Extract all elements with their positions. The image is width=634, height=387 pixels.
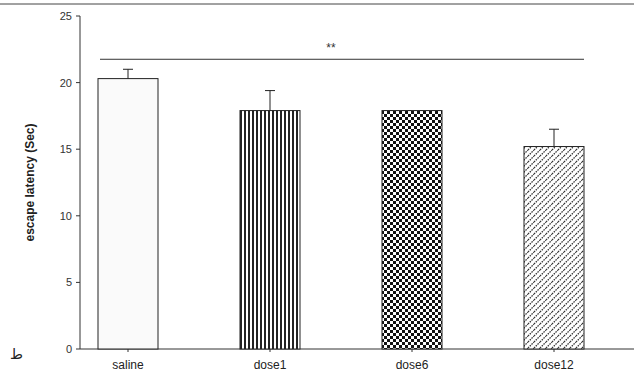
bar	[524, 147, 584, 349]
bar	[98, 79, 158, 349]
bar	[240, 111, 300, 349]
frame-line	[0, 4, 634, 5]
x-tick	[412, 349, 413, 352]
error-bar	[123, 69, 133, 78]
y-axis	[80, 16, 81, 349]
y-tick	[76, 149, 80, 150]
x-tick	[554, 349, 555, 352]
y-tick-label: 10	[60, 210, 72, 222]
y-tick-label: 5	[66, 276, 72, 288]
panel-label: ط	[10, 346, 23, 362]
x-tick-label: dose12	[534, 358, 574, 372]
error-bar	[265, 91, 275, 111]
chart: 0 5 10 15 20 25 escape latency (Sec) saline dose…	[0, 0, 634, 387]
y-tick-label: 0	[66, 343, 72, 355]
y-tick	[76, 82, 80, 83]
y-tick	[76, 16, 80, 17]
y-tick-label: 20	[60, 77, 72, 89]
bar	[382, 111, 442, 349]
y-tick-label: 15	[60, 143, 72, 155]
x-tick-label: saline	[112, 358, 144, 372]
y-tick-label: 25	[60, 10, 72, 22]
significance-label: **	[326, 41, 336, 55]
y-tick	[76, 282, 80, 283]
x-tick-label: dose6	[396, 358, 429, 372]
y-axis-label: escape latency (Sec)	[23, 123, 37, 241]
y-tick	[76, 215, 80, 216]
x-tick	[128, 349, 129, 352]
x-tick-label: dose1	[254, 358, 287, 372]
error-bar	[549, 129, 559, 146]
x-tick	[270, 349, 271, 352]
y-tick	[76, 349, 80, 350]
significance-bracket	[100, 59, 584, 60]
